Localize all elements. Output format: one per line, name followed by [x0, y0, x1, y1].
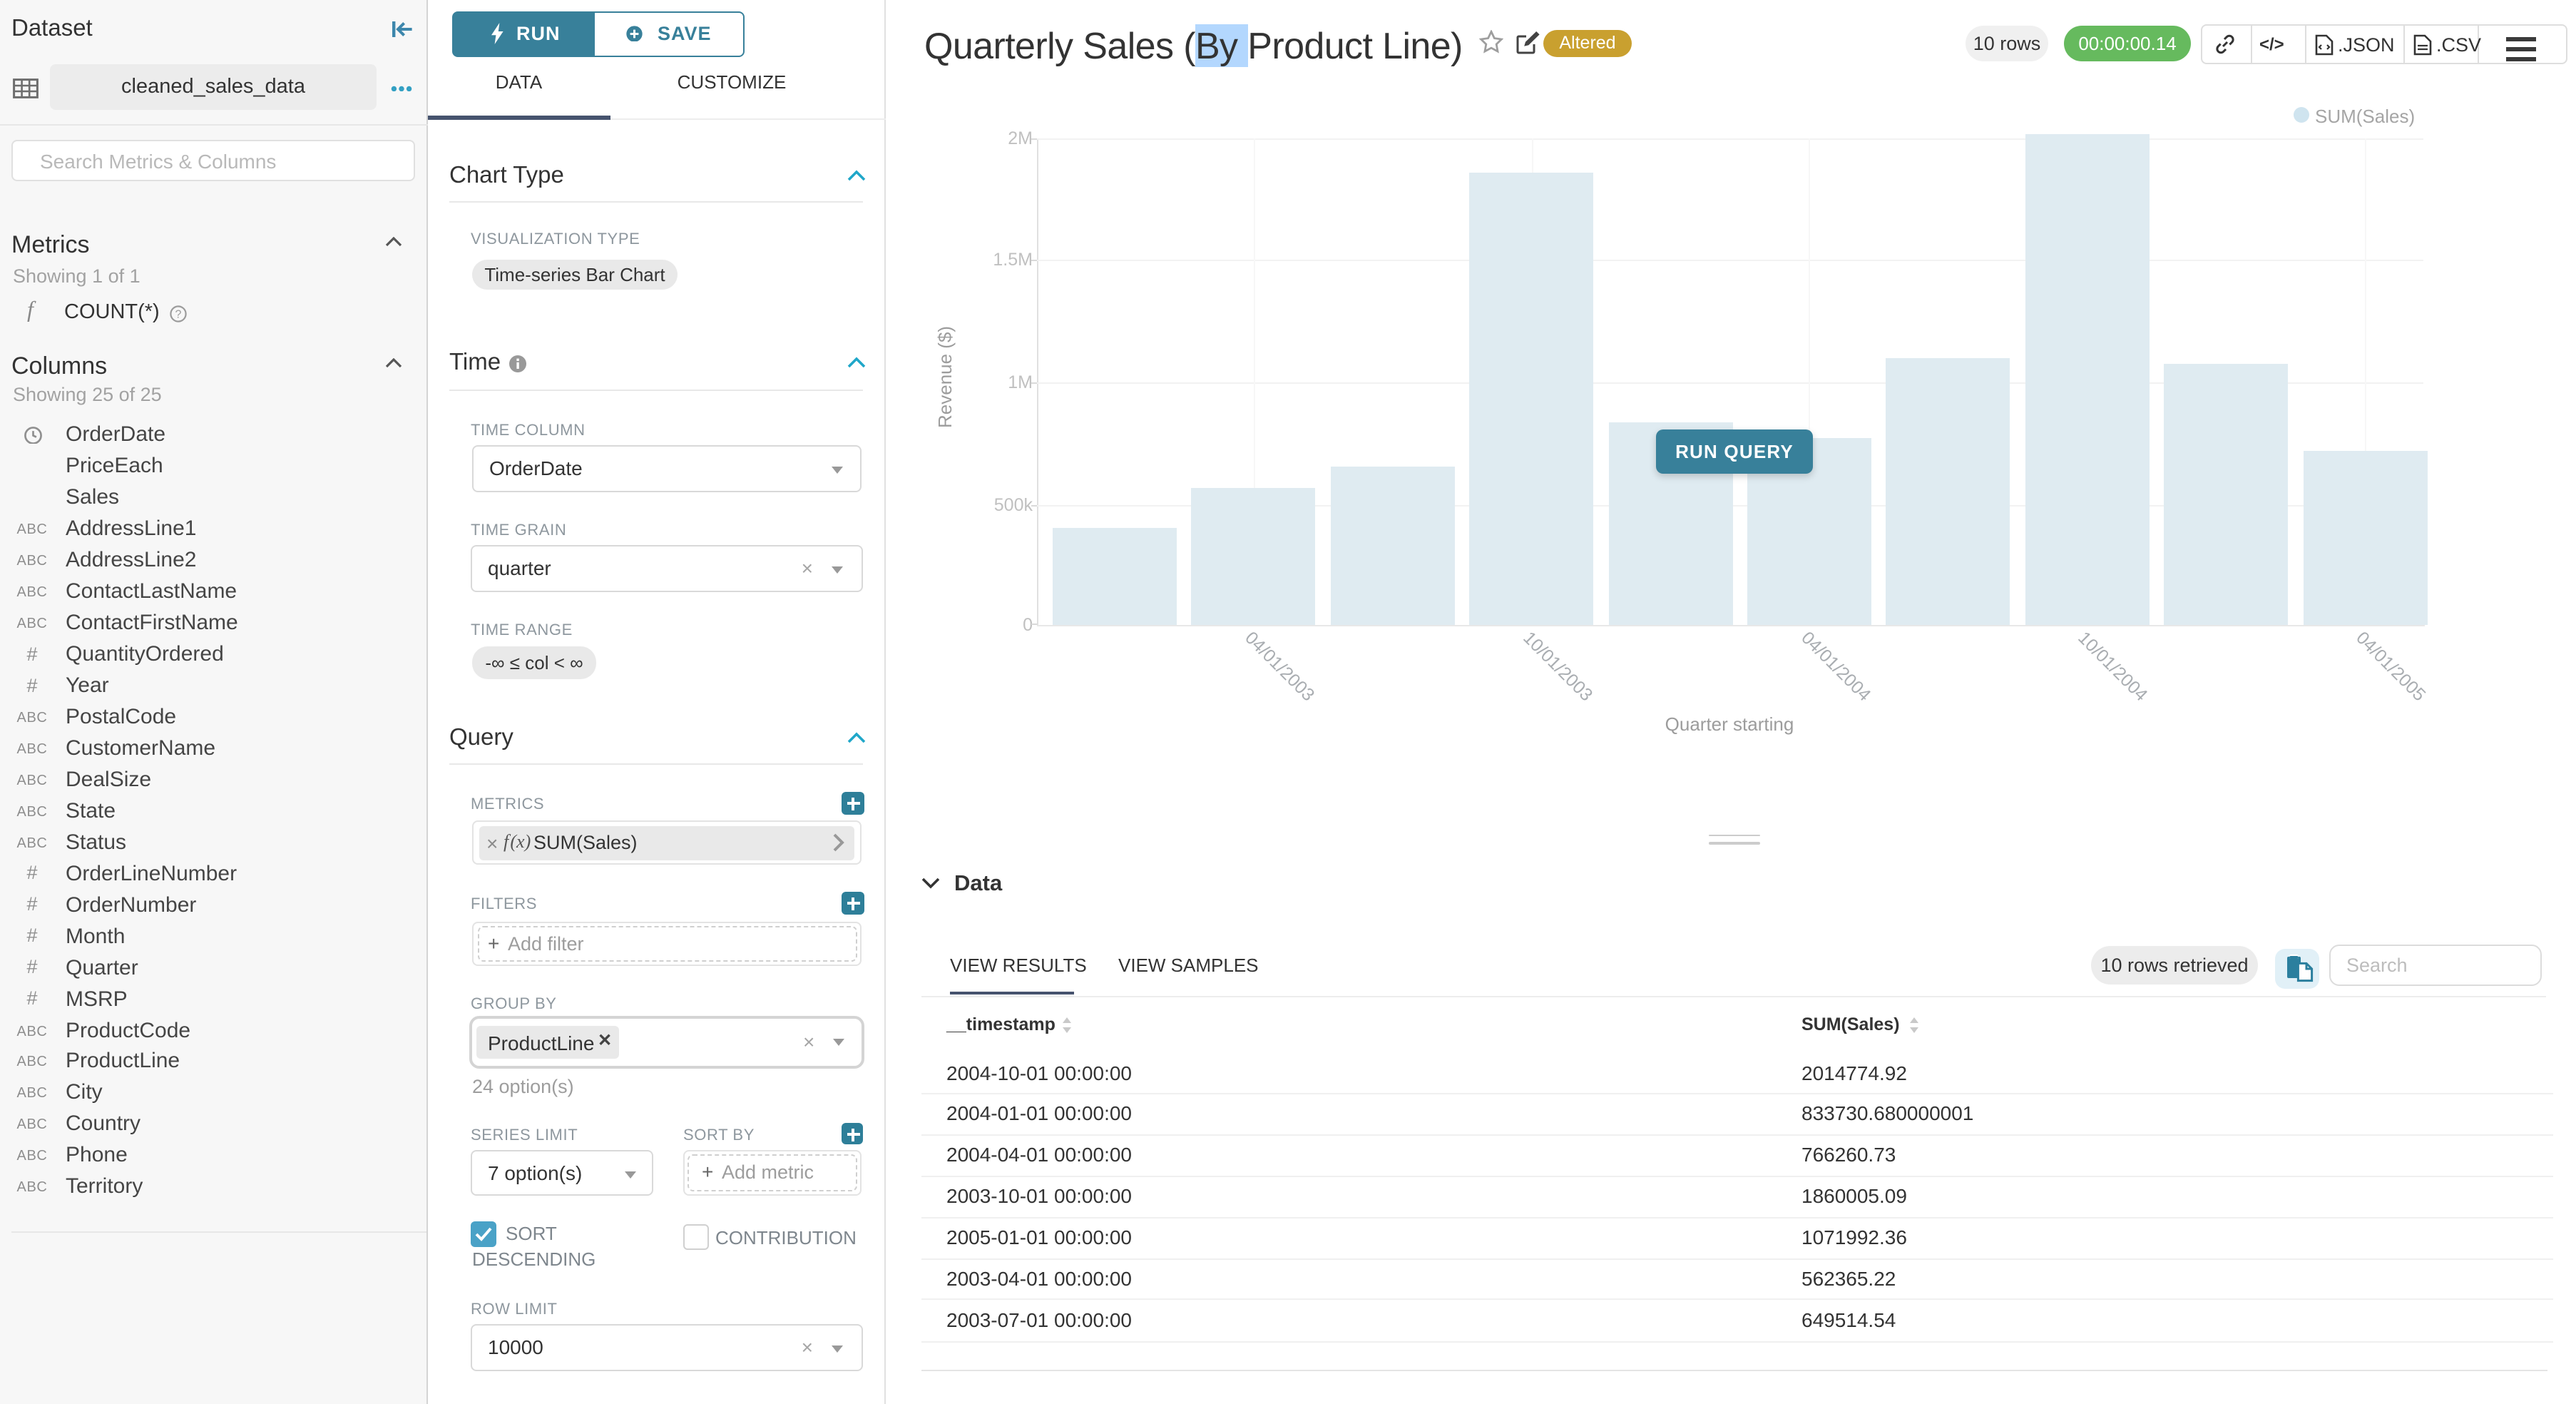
svg-text:?: ?	[175, 309, 182, 321]
